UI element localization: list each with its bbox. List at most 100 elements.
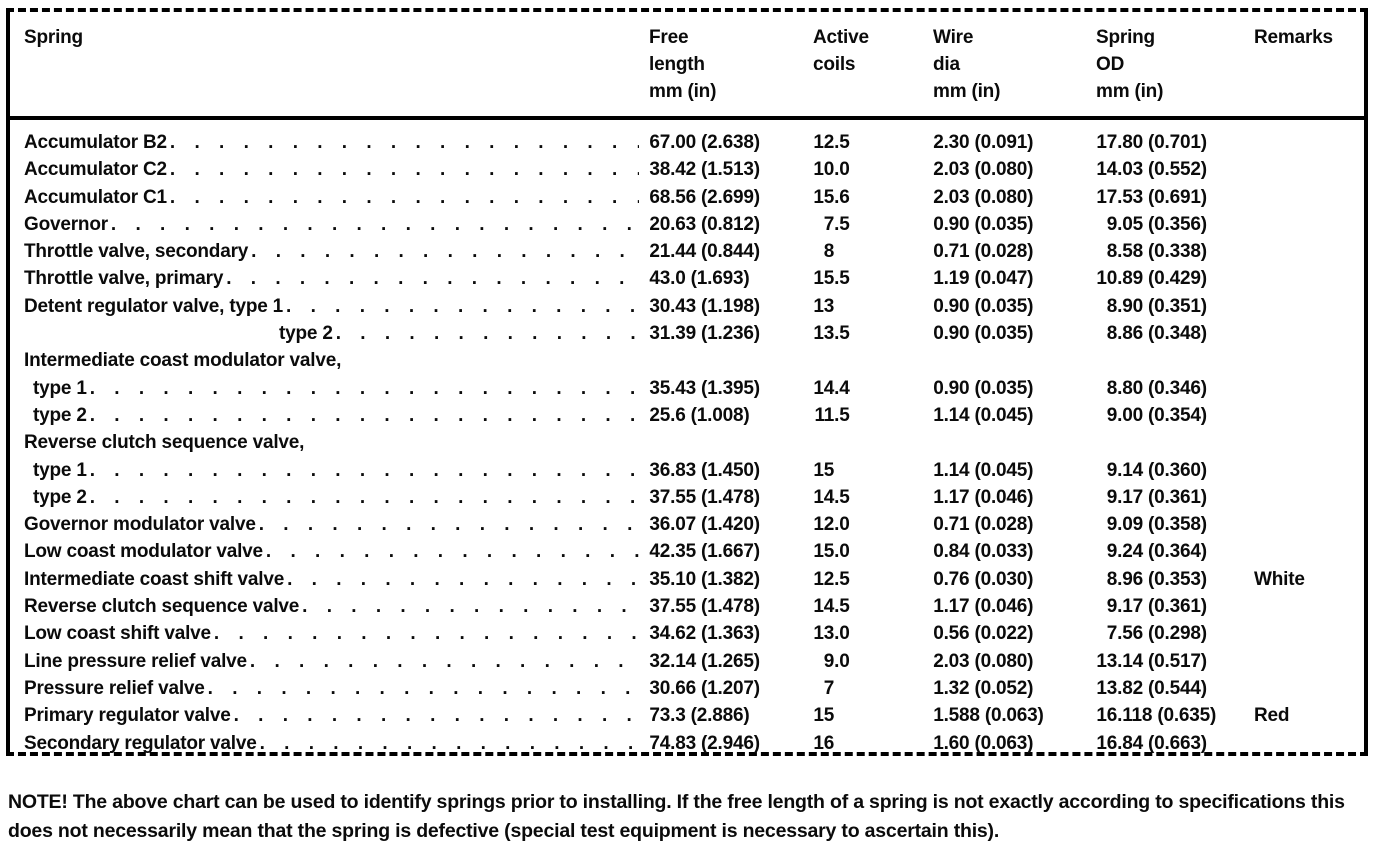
wire-dia-cell: 1.17 (0.046): [933, 484, 1096, 511]
value-integer-part: 14: [813, 486, 835, 508]
spring-name-cell: type 1: [10, 375, 649, 402]
free-length-cell: 32.14 (1.265): [649, 648, 813, 675]
spring-name: Intermediate coast shift valve: [24, 568, 285, 590]
table-row: Detent regulator valve, type 1 30.43 (1.1…: [10, 293, 1364, 320]
value-fraction-part: .0: [834, 514, 850, 536]
spring-od-cell: 9.24 (0.364): [1096, 538, 1254, 565]
value-integer-part: 7: [1106, 623, 1118, 645]
value-fraction-part: .10 (1.382): [670, 568, 760, 590]
value-fraction-part: .42 (1.513): [670, 159, 760, 181]
value-integer-part: 9: [823, 650, 835, 672]
value-integer-part: 15: [813, 705, 835, 727]
wire-dia-cell: 0.84 (0.033): [933, 538, 1096, 565]
value-fraction-part: .80 (0.701): [1117, 132, 1207, 153]
free-length-cell: 74.83 (2.946): [649, 730, 813, 757]
spring-name: Line pressure relief valve: [24, 650, 247, 672]
spring-name-cell: Governor modulator valve: [10, 511, 649, 538]
value-fraction-part: .5: [834, 132, 850, 153]
value-fraction-part: .0: [834, 541, 850, 563]
wire-dia-cell: 1.32 (0.052): [933, 675, 1096, 702]
spring-name: Throttle valve, primary: [24, 268, 224, 290]
dot-leader: [208, 675, 639, 702]
value-integer-part: 2: [933, 159, 944, 181]
remarks-cell: [1254, 375, 1364, 402]
value-fraction-part: .83 (2.946): [670, 732, 760, 754]
value-integer-part: 1: [933, 677, 944, 699]
remarks-cell: [1254, 457, 1364, 484]
wire-dia-cell: 1.60 (0.063): [933, 730, 1096, 757]
spring-od-cell: 17.53 (0.691): [1096, 184, 1254, 211]
value-fraction-part: .19 (0.047): [943, 268, 1034, 290]
column-header-wire-dia: Wire dia mm (in): [933, 27, 1001, 102]
active-coils-cell: 11.5: [813, 402, 933, 429]
spring-od-cell: 8.86 (0.348): [1096, 320, 1254, 347]
value-integer-part: 8: [1106, 323, 1118, 345]
spring-name-cell: Intermediate coast shift valve: [10, 566, 649, 593]
value-integer-part: 0: [933, 623, 944, 645]
value-fraction-part: .05 (0.356): [1117, 213, 1207, 235]
value-fraction-part: .14 (0.045): [943, 459, 1034, 481]
value-fraction-part: .09 (0.358): [1117, 514, 1207, 536]
remarks-cell: [1254, 730, 1364, 757]
dot-leader: [259, 511, 639, 538]
free-length-cell: 20.63 (0.812): [649, 211, 813, 238]
spring-od-cell: 9.00 (0.354): [1096, 402, 1254, 429]
dot-leader: [266, 538, 639, 565]
spring-name: Governor: [24, 213, 108, 235]
table-row: Pressure relief valve 30.66 (1.207) 7 1.32 …: [10, 675, 1364, 702]
value-integer-part: 17: [1096, 132, 1118, 153]
value-integer-part: 0: [933, 541, 944, 563]
spring-name: Secondary regulator valve: [24, 732, 257, 754]
value-integer-part: 9: [1106, 486, 1118, 508]
table-row: type 136.83 (1.450)151.14 (0.045)9.14 (0…: [10, 457, 1364, 484]
table-row: Secondary regulator valve74.83 (2.946)16…: [10, 730, 1364, 757]
value-integer-part: 14: [813, 596, 835, 618]
value-fraction-part: .118 (0.635): [1117, 705, 1217, 727]
spring-name-cell: Low coast modulator valve: [10, 538, 649, 565]
value-fraction-part: .14 (1.265): [670, 650, 760, 672]
column-header-remarks: Remarks: [1254, 27, 1333, 48]
dot-leader: [226, 265, 639, 292]
value-fraction-part: .17 (0.046): [943, 486, 1034, 508]
spring-od-cell: 8.58 (0.338): [1096, 238, 1254, 265]
value-integer-part: 13: [1096, 650, 1118, 672]
value-integer-part: 2: [933, 132, 944, 153]
value-integer-part: 15: [813, 459, 835, 481]
free-length-cell: 31.39 (1.236): [649, 320, 813, 347]
spring-name: Reverse clutch sequence valve: [24, 596, 300, 618]
remarks-cell: [1254, 484, 1364, 511]
value-fraction-part: .0 (1.693): [670, 268, 750, 290]
table-row: type 135.43 (1.395)14.40.90 (0.035)8.80 …: [10, 375, 1364, 402]
active-coils-cell: [813, 429, 933, 456]
remarks-cell: White: [1254, 568, 1305, 590]
value-integer-part: 12: [813, 568, 835, 590]
spring-od-cell: 9.14 (0.360): [1096, 457, 1254, 484]
table-row: Low coast shift valve34.62 (1.363)13.00.…: [10, 620, 1364, 647]
active-coils-cell: 7: [813, 675, 933, 702]
free-length-cell: 36.07 (1.420): [649, 511, 813, 538]
value-fraction-part: .6 (1.008): [670, 404, 750, 426]
value-fraction-part: .30 (0.091): [943, 132, 1034, 153]
remarks-cell: [1254, 129, 1364, 156]
value-fraction-part: .58 (0.338): [1117, 241, 1207, 263]
remarks-cell: Red: [1254, 705, 1290, 727]
wire-dia-cell: 0.71 (0.028): [933, 511, 1096, 538]
spring-od-cell: 10.89 (0.429): [1096, 265, 1254, 292]
value-fraction-part: .03 (0.080): [943, 186, 1034, 208]
free-length-cell: 25.6 (1.008): [649, 402, 813, 429]
value-integer-part: 9: [1106, 514, 1118, 536]
value-integer-part: 13: [813, 323, 835, 345]
value-fraction-part: .71 (0.028): [943, 514, 1034, 536]
spring-name-cell: Reverse clutch sequence valve,: [10, 429, 649, 456]
value-integer-part: 36: [649, 514, 671, 536]
value-integer-part: 2: [933, 650, 944, 672]
spring-name-cell: Throttle valve, secondary: [10, 238, 649, 265]
value-fraction-part: .24 (0.364): [1117, 541, 1207, 563]
value-fraction-part: .17 (0.361): [1117, 486, 1207, 508]
wire-dia-cell: 0.71 (0.028): [933, 238, 1096, 265]
spring-name: Accumulator B2: [24, 132, 167, 153]
spring-od-cell: 9.05 (0.356): [1096, 211, 1254, 238]
spring-name-cell: Pressure relief valve: [10, 675, 649, 702]
value-fraction-part: .0: [834, 623, 850, 645]
active-coils-cell: 8: [813, 238, 933, 265]
